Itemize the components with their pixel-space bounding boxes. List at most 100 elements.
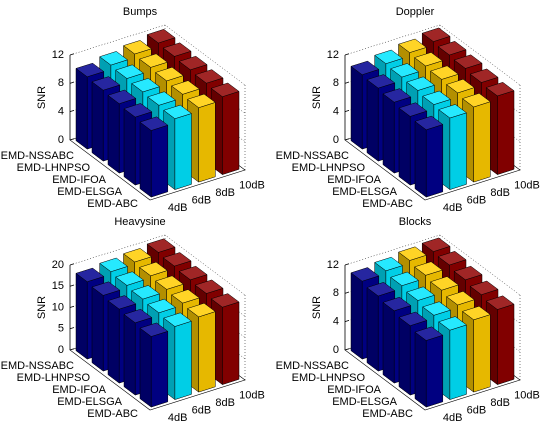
y-axis-label: SNR xyxy=(36,296,48,319)
subplot: Blocks 0 4 8 12 SNR EMD-NSSABCEMD-LHNPSOEMD-IF… xyxy=(276,216,540,424)
column-label: 10dB xyxy=(239,180,265,192)
bar-front xyxy=(425,124,444,198)
bar-top xyxy=(366,74,396,89)
tick-mark xyxy=(344,291,350,294)
bar-top xyxy=(421,237,451,252)
bar-side xyxy=(382,93,395,174)
column-label: 4dB xyxy=(168,202,188,214)
row-label: EMD-ELSGA xyxy=(332,396,397,408)
column-label: 8dB xyxy=(490,397,510,409)
bar-top xyxy=(75,267,105,282)
bar-top xyxy=(437,41,467,56)
bar-top xyxy=(123,103,153,118)
bar-top xyxy=(139,116,169,131)
bar-top xyxy=(413,52,443,67)
y-axis-label: SNR xyxy=(36,86,48,109)
grid-line xyxy=(69,24,246,86)
bar-top xyxy=(186,302,216,318)
subplot: Doppler 0 4 8 12 SNR EMD-NSSABCEMD-LHNPSOEMD-I… xyxy=(276,6,540,214)
bar-side xyxy=(75,272,88,360)
bar-front xyxy=(497,90,515,175)
column-label: 4dB xyxy=(168,412,188,424)
bar-top xyxy=(453,265,483,281)
row-label: EMD-ABC xyxy=(87,198,138,210)
row-label: EMD-NSSABC xyxy=(276,360,349,372)
bar-top xyxy=(445,78,475,94)
bar-side xyxy=(382,301,395,384)
y-tick-label: 8 xyxy=(333,77,339,89)
y-tick-label: 15 xyxy=(52,280,64,292)
bar-top xyxy=(147,298,177,314)
bar-side xyxy=(414,331,427,408)
bar-top xyxy=(366,282,396,297)
row-label: EMD-LHNPSO xyxy=(292,162,366,174)
bar-top xyxy=(139,322,169,337)
bar-side xyxy=(366,79,379,162)
row-label: EMD-IFOA xyxy=(52,384,106,396)
bar-top xyxy=(178,265,208,281)
bar-front xyxy=(473,101,491,183)
subplot-title: Doppler xyxy=(396,6,435,18)
tick-mark xyxy=(69,138,75,141)
bar-top xyxy=(350,267,380,282)
y-tick-label: 8 xyxy=(333,287,339,299)
bar-top xyxy=(382,296,412,312)
tick-mark xyxy=(344,53,350,56)
bar-top xyxy=(99,257,129,272)
bar-side xyxy=(107,94,120,174)
bar-top xyxy=(163,312,193,327)
bar-side xyxy=(123,108,136,186)
y-tick-label: 0 xyxy=(58,344,64,356)
bar-front xyxy=(449,324,467,400)
bar-side xyxy=(398,316,411,396)
bar-side xyxy=(123,313,136,396)
bar-top xyxy=(154,66,184,82)
tick-mark xyxy=(69,81,75,84)
tick-mark xyxy=(69,327,75,330)
bar-top xyxy=(107,89,137,104)
bar-top xyxy=(194,69,224,84)
column-label: 4dB xyxy=(443,412,463,424)
bar-top xyxy=(422,301,452,316)
bar-front xyxy=(449,112,467,190)
tick-mark xyxy=(69,263,75,266)
bar-front xyxy=(222,301,240,385)
bar-top xyxy=(210,82,240,97)
bar-front xyxy=(425,334,444,408)
bar-front xyxy=(174,113,192,190)
subplot-title: Bumps xyxy=(123,6,158,18)
y-tick-label: 5 xyxy=(58,323,64,335)
bar-top xyxy=(194,279,224,294)
bar-top xyxy=(429,276,459,291)
bar-top xyxy=(91,76,121,91)
bar-top xyxy=(115,271,145,286)
bar-side xyxy=(414,120,427,198)
bar-top xyxy=(170,80,200,95)
bar-top xyxy=(422,90,452,105)
bar-front xyxy=(222,91,240,175)
bar-side xyxy=(139,121,152,198)
tick-mark xyxy=(344,81,350,84)
bar-top xyxy=(406,76,436,91)
bar-front xyxy=(150,124,169,198)
bar-top xyxy=(469,280,499,295)
column-label: 8dB xyxy=(215,397,235,409)
y-tick-label: 0 xyxy=(333,344,339,356)
y-axis-label: SNR xyxy=(311,296,323,319)
bar-top xyxy=(170,289,200,304)
tick-mark xyxy=(69,348,75,351)
bar-front xyxy=(473,314,491,393)
bar-top xyxy=(99,51,129,66)
tick-mark xyxy=(344,109,350,113)
row-label: EMD-NSSABC xyxy=(276,150,349,162)
y-tick-label: 4 xyxy=(333,316,339,328)
bar-side xyxy=(75,67,88,150)
grid-line xyxy=(344,24,521,86)
y-tick-label: 12 xyxy=(327,259,339,271)
row-label: EMD-LHNPSO xyxy=(292,372,366,384)
bar-top xyxy=(485,82,515,97)
row-label: EMD-ABC xyxy=(362,408,413,420)
y-tick-label: 8 xyxy=(58,77,64,89)
y-tick-label: 0 xyxy=(333,134,339,146)
bar-top xyxy=(485,295,515,310)
